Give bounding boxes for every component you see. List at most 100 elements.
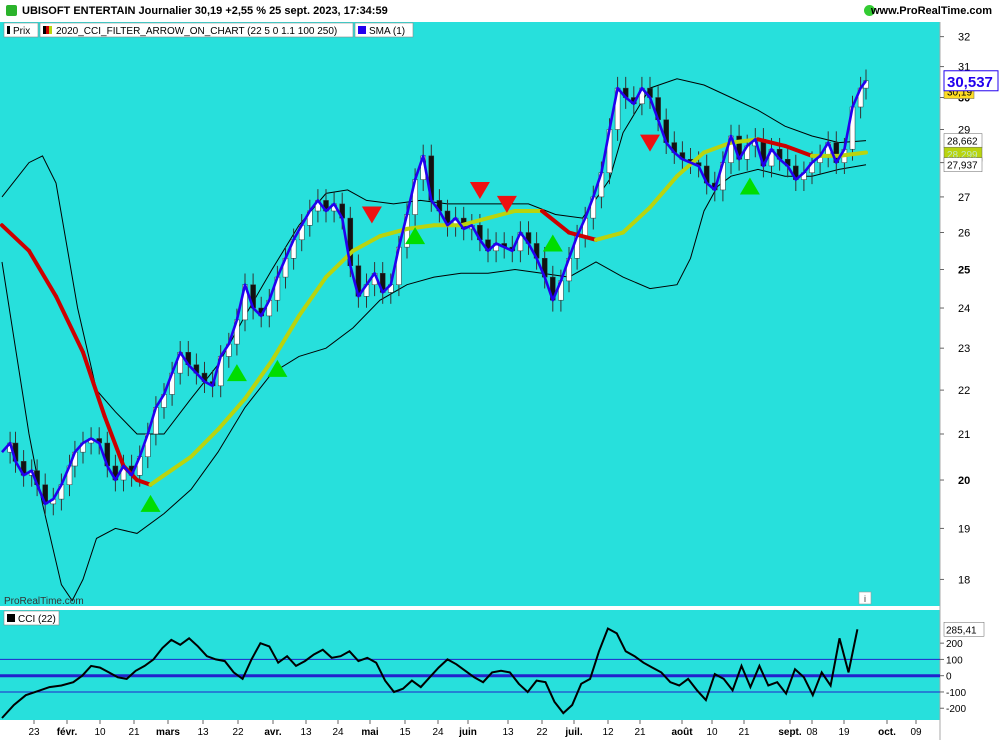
cci-tick-label: -200 xyxy=(946,704,966,715)
ma-segment xyxy=(189,427,220,459)
ma-segment xyxy=(243,358,274,401)
ma-segment xyxy=(540,208,571,235)
y-tick-label: 26 xyxy=(958,228,970,240)
window-icon[interactable] xyxy=(6,5,17,16)
x-tick-label: 21 xyxy=(128,727,140,738)
x-tick-label: 13 xyxy=(197,727,209,738)
buy-arrow xyxy=(267,359,288,377)
ma-segment xyxy=(459,216,490,228)
ma-segment xyxy=(567,230,598,242)
sell-arrow xyxy=(469,181,490,199)
x-tick-label: 13 xyxy=(300,727,312,738)
cci-line xyxy=(1,627,859,719)
ma-segment xyxy=(486,208,517,221)
legend-sma-label: SMA (1) xyxy=(369,26,405,37)
info-icon[interactable] xyxy=(858,591,872,605)
cci-legend: CCI (22) xyxy=(3,610,60,626)
x-tick-label: 08 xyxy=(806,727,818,738)
y-tick-label: 32 xyxy=(958,32,970,44)
title-bar: UBISOFT ENTERTAIN Journalier 30,19 +2,55… xyxy=(0,0,1000,23)
panel-separator xyxy=(0,606,940,610)
x-tick-label: juin xyxy=(458,727,477,738)
x-tick-label: 24 xyxy=(432,727,444,738)
sell-arrow xyxy=(361,206,382,224)
ma-segment xyxy=(621,205,652,235)
legend-item-cci[interactable] xyxy=(3,610,60,626)
chart-area[interactable]: 181920212223242526272829303132 28,66228,… xyxy=(0,22,1000,740)
ma-segment xyxy=(783,143,814,158)
ma-segment xyxy=(54,294,85,355)
ma-segment xyxy=(648,174,679,210)
close-tag: 30,19 xyxy=(947,88,972,99)
buy-arrow xyxy=(140,494,161,512)
x-tick-label: févr. xyxy=(57,727,78,738)
y-tick-label: 20 xyxy=(958,475,970,487)
y-tick-label: 19 xyxy=(958,523,970,535)
buy-arrow xyxy=(739,177,760,195)
sell-arrow xyxy=(640,134,660,152)
legend-prix-label: Prix xyxy=(13,26,30,37)
buy-arrow xyxy=(542,234,563,252)
x-tick-label: 10 xyxy=(706,727,718,738)
cci-last-box xyxy=(943,622,985,637)
ma-segment xyxy=(837,150,868,158)
band-upper-tag: 28,662 xyxy=(947,137,978,148)
moving-average xyxy=(0,137,868,487)
indicator-swatch-black xyxy=(43,26,46,34)
ma-segment xyxy=(270,313,301,363)
sma-last-box xyxy=(943,70,999,92)
y-tick-label: 23 xyxy=(958,343,970,355)
ma-segment xyxy=(162,454,193,478)
x-tick-label: 22 xyxy=(232,727,244,738)
band-lower-tag-box xyxy=(943,157,983,172)
x-tick-label: 21 xyxy=(634,727,646,738)
upper-band-line xyxy=(1,78,867,435)
lower-band-line xyxy=(1,164,867,602)
x-tick-label: oct. xyxy=(878,727,896,738)
x-tick-label: juil. xyxy=(564,727,582,738)
ma-segment xyxy=(405,223,436,231)
ma-segment xyxy=(135,478,153,487)
legend-item-indicator[interactable] xyxy=(39,22,354,38)
cci-tick-label: 0 xyxy=(946,672,952,683)
cci-panel-background xyxy=(0,610,940,720)
status-icon[interactable] xyxy=(864,5,875,16)
x-tick-label: 21 xyxy=(738,727,750,738)
sma-swatch xyxy=(358,26,366,34)
ma-segment xyxy=(702,140,733,155)
ma-segment xyxy=(216,396,247,432)
ma-segment xyxy=(351,234,382,253)
ma-segment xyxy=(102,414,126,468)
ma-segment xyxy=(0,223,31,253)
cci-swatch xyxy=(7,614,15,622)
date-axis: 23 févr. 10 21 mars 13 22 avr. 13 24 mai 15 24 juin 13… xyxy=(28,720,922,738)
bollinger-bands xyxy=(1,78,867,602)
watermark: ProRealTime.com xyxy=(4,596,84,607)
legend-item-prix[interactable] xyxy=(3,22,39,38)
x-tick-label: mai xyxy=(361,727,378,738)
buy-arrow xyxy=(226,364,247,382)
x-tick-label: 09 xyxy=(910,727,922,738)
ma-segment xyxy=(81,350,107,419)
x-tick-label: 19 xyxy=(838,727,850,738)
x-tick-label: 13 xyxy=(502,727,514,738)
x-tick-label: 23 xyxy=(28,727,40,738)
price-legend: Prix 2020_CCI_FILTER_ARROW_ON_CHART (22 … xyxy=(3,22,414,38)
x-tick-label: 22 xyxy=(536,727,548,738)
sma-last-tag: 30,537 xyxy=(947,74,993,91)
ma-segment xyxy=(756,137,787,148)
y-tick-label: 31 xyxy=(958,62,970,74)
indicator-swatch-green xyxy=(49,26,52,34)
y-tick-label: 27 xyxy=(958,192,970,204)
prix-swatch xyxy=(7,26,10,34)
ma-segment xyxy=(594,230,625,242)
x-tick-label: 12 xyxy=(602,727,614,738)
cci-tick-label: 100 xyxy=(946,655,963,666)
x-tick-label: sept. xyxy=(778,727,802,738)
info-icon-glyph: i xyxy=(864,594,866,604)
legend-item-sma[interactable] xyxy=(354,22,414,38)
y-tick-label: 25 xyxy=(958,265,970,277)
legend-indicator-label: 2020_CCI_FILTER_ARROW_ON_CHART (22 5 0 1… xyxy=(56,26,337,37)
sell-arrow xyxy=(496,195,517,213)
site-link[interactable]: www.ProRealTime.com xyxy=(870,5,992,17)
